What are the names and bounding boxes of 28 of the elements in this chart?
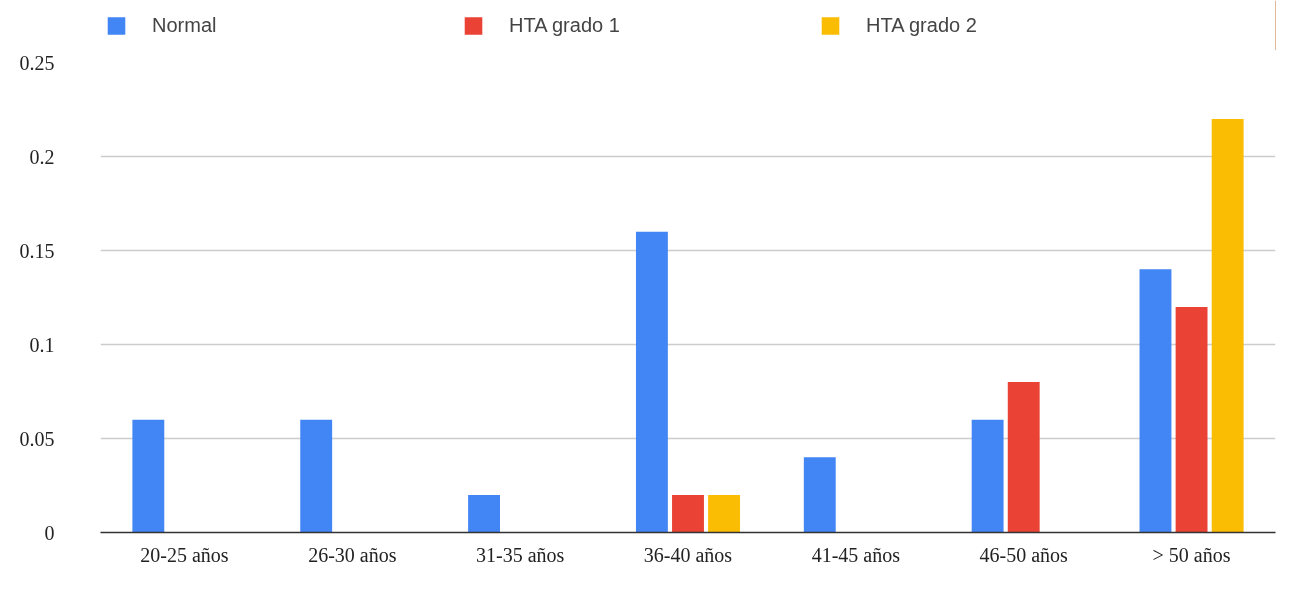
bar — [1211, 118, 1244, 533]
bar — [132, 419, 165, 533]
x-tick-label: > 50 años — [1152, 543, 1231, 566]
x-tick-label: 20-25 años — [140, 543, 229, 566]
bar — [468, 494, 500, 533]
y-tick-label: 0.1 — [29, 333, 55, 356]
bar — [971, 419, 1004, 533]
y-tick-label: 0.25 — [19, 51, 55, 74]
legend-label: Normal — [152, 13, 218, 37]
bar — [300, 419, 333, 533]
legend-label: HTA grado 1 — [509, 13, 621, 37]
x-tick-label: 36-40 años — [643, 543, 733, 566]
y-tick-label: 0.2 — [29, 145, 55, 168]
y-tick-label: 0.05 — [19, 427, 55, 450]
x-tick-label: 46-50 años — [979, 543, 1069, 566]
x-tick-label: 26-30 años — [308, 543, 397, 566]
x-tick-label: 41-45 años — [811, 543, 901, 566]
bar — [635, 231, 668, 533]
bar — [1175, 306, 1208, 533]
bar — [1139, 269, 1172, 533]
bar — [803, 457, 836, 533]
y-tick-label: 0 — [44, 521, 55, 544]
x-tick-label: 31-35 años — [475, 543, 565, 566]
bar — [708, 494, 741, 533]
bar — [672, 494, 704, 533]
bar — [1007, 382, 1040, 533]
y-tick-label: 0.15 — [19, 239, 55, 262]
legend-label: HTA grado 2 — [866, 13, 978, 37]
